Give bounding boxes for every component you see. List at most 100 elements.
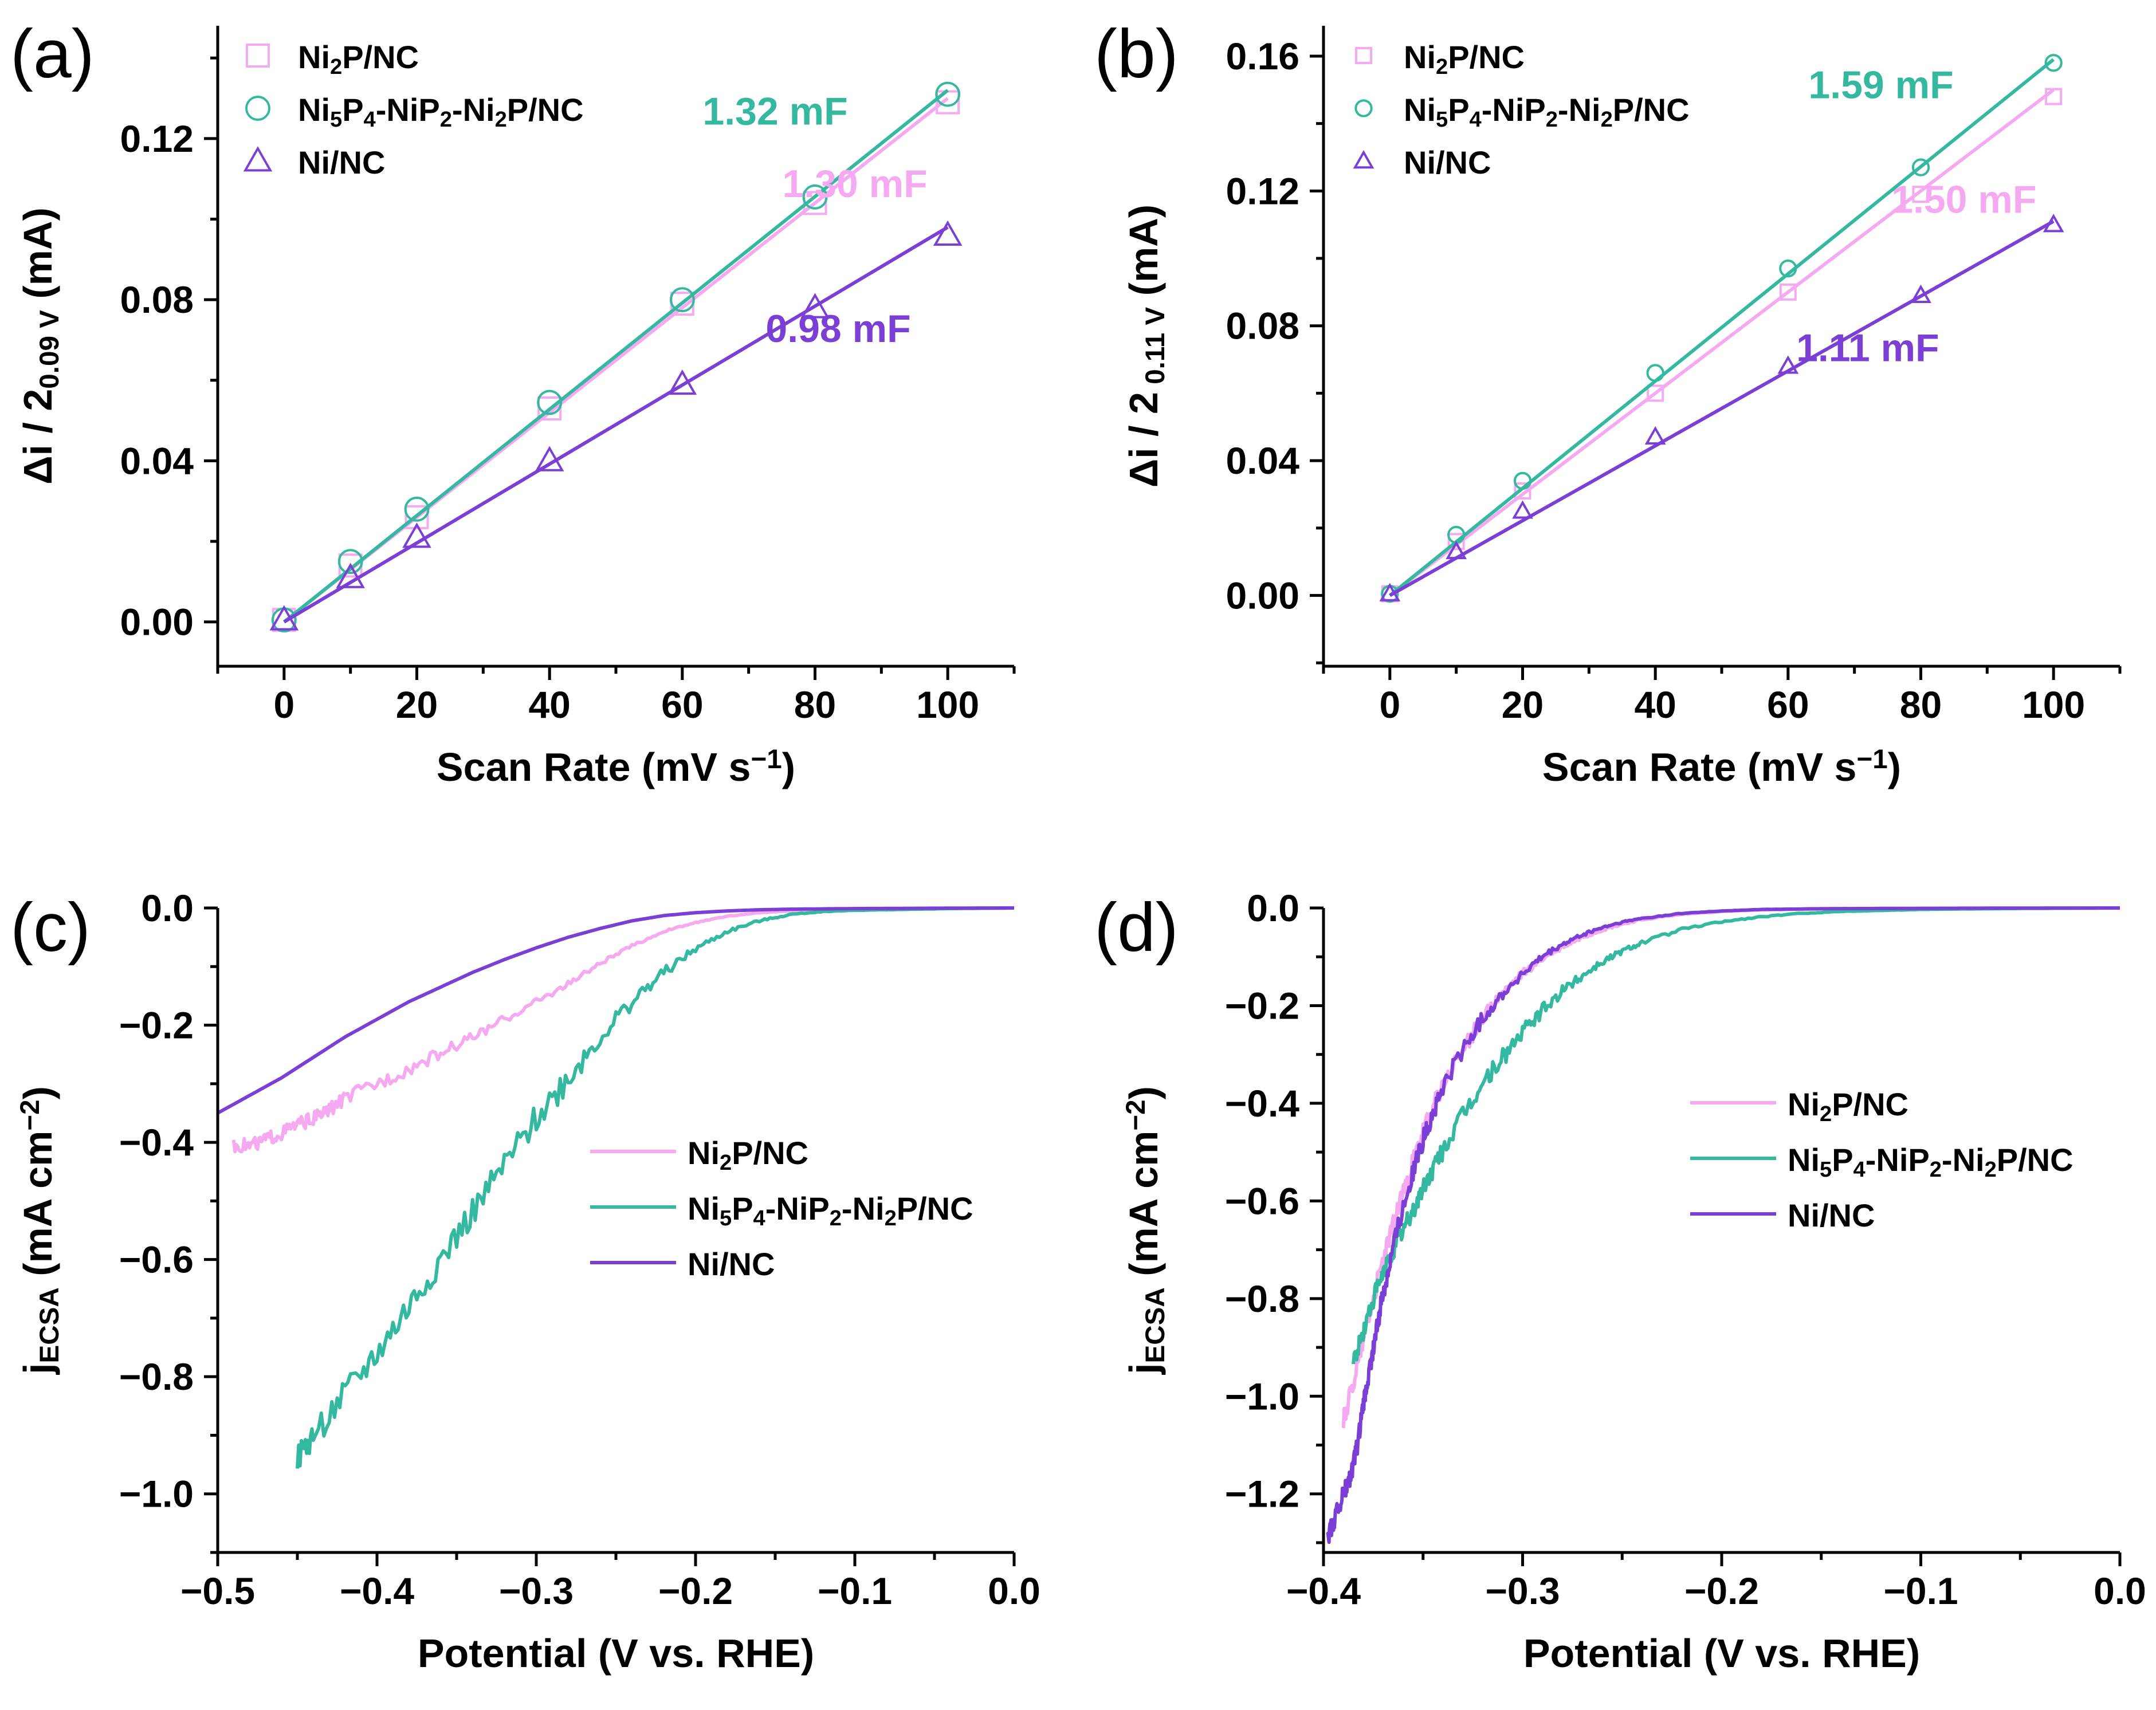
panel-c-curve-2 [217, 906, 1014, 1115]
panel-b-legend-swatch-1 [1354, 99, 1373, 117]
panel-d-y-tick-label: −0.6 [1225, 1180, 1299, 1222]
panel-b-legend-label-0: Ni2P/NC [1404, 39, 1525, 79]
panel-c-chart: −0.5 −0.4 −0.3 −0.2 −0.1 0.0 0.0 −0.2 −0.4 −0.6 −0… [10, 887, 1040, 1676]
panel-b-legend-swatch-0 [1355, 47, 1372, 64]
panel-c-y-tick-label: −0.4 [119, 1121, 194, 1163]
panel-a-x-tick-label: 40 [528, 683, 570, 726]
panel-a-x-tick-label: 60 [661, 683, 703, 726]
panel-a-point-1-5 [802, 184, 828, 210]
panel-a-point-1-3 [537, 390, 563, 415]
panel-b-point-0-5 [1912, 186, 1930, 203]
panel-b-point-1-6 [2044, 54, 2063, 72]
panel-c-x-tick-label: −0.2 [658, 1570, 733, 1612]
panel-b-point-0-2 [1514, 482, 1531, 500]
panel-c-x-tick-label: −0.5 [180, 1570, 255, 1612]
panel-d-x-tick-label: −0.2 [1684, 1570, 1759, 1612]
panel-b-point-0-3 [1647, 384, 1664, 402]
panel-d-y-tick-label: −1.0 [1225, 1375, 1299, 1417]
panel-a-legend-label-1: Ni5P4-NiP2-Ni2P/NC [298, 92, 584, 132]
panel-c-y-tick-label: −0.8 [119, 1355, 194, 1398]
panel-a-series-2 [269, 220, 963, 631]
panel-b-x-tick-label: 0 [1379, 683, 1400, 726]
panel-d-label: (d) [1094, 889, 1179, 966]
panel-b-fit-line-0 [1389, 88, 2055, 597]
panel-d-legend-label-1: Ni5P4-NiP2-Ni2P/NC [1788, 1142, 2073, 1182]
panel-a-y-tick-label: 0.00 [120, 601, 194, 643]
panel-d-y-tick-label: −0.8 [1225, 1277, 1299, 1320]
panel-a-point-2-4 [667, 369, 697, 395]
panel-b-point-2-0 [1379, 583, 1401, 602]
panel-c-y-tick-label: −1.0 [119, 1473, 194, 1515]
panel-b-series-2 [1379, 214, 2064, 602]
panel-a-chart: 0 20 40 60 80 100 0.00 0.04 0.08 0.12 (a) Scan Rate… [10, 15, 1016, 789]
panel-b-fit-line-2 [1389, 219, 2055, 597]
panel-b-y-axis-label: Δi / 2 0.11 V (mA) [1121, 205, 1171, 488]
panel-a-y-axis-label: Δi / 20.09 V (mA) [15, 207, 65, 485]
panel-a-x-tick-label: 0 [273, 683, 294, 726]
panel-b-x-axis-label: Scan Rate (mV s−1) [1542, 744, 1901, 789]
panel-b-point-2-3 [1644, 426, 1666, 445]
panel-b-point-2-5 [1910, 284, 1931, 303]
panel-b-point-0-4 [1779, 283, 1797, 301]
panel-b-x-tick-label: 20 [1502, 683, 1544, 726]
panel-c-x-tick-label: −0.4 [340, 1570, 415, 1612]
panel-c-x-axis-label: Potential (V vs. RHE) [418, 1631, 814, 1676]
panel-c-legend-label-1: Ni5P4-NiP2-Ni2P/NC [688, 1190, 973, 1231]
panel-c-legend: Ni2P/NC Ni5P4-NiP2-Ni2P/NC Ni/NC [590, 1135, 973, 1282]
panel-d-y-tick-label: −0.2 [1225, 984, 1299, 1027]
panel-b-point-1-3 [1646, 364, 1664, 382]
panel-a-point-2-2 [402, 522, 431, 548]
panel-c-x-tick-label: −0.3 [499, 1570, 574, 1612]
panel-a-annotation-1: 1.30 mF [782, 162, 927, 206]
panel-c-y-tick-label: 0.0 [141, 887, 194, 929]
panel-c-y-tick-label: −0.2 [119, 1004, 194, 1047]
panel-a-series-1 [271, 81, 961, 633]
panel-d-series-2 [1326, 906, 2120, 1544]
panel-a-annotation-2: 0.98 mF [765, 307, 910, 351]
panel-b-point-1-4 [1779, 260, 1797, 278]
panel-b-legend-label-1: Ni5P4-NiP2-Ni2P/NC [1404, 92, 1690, 132]
panel-b-legend-swatch-2 [1353, 150, 1375, 169]
panel-a-legend-label-2: Ni/NC [298, 144, 385, 180]
panel-d-x-tick-label: −0.3 [1485, 1570, 1560, 1612]
panel-c-label: (c) [10, 889, 91, 966]
panel-d-legend-label-2: Ni/NC [1788, 1197, 1875, 1233]
panel-d-y-tick-label: 0.0 [1247, 887, 1299, 929]
panel-a-legend: Ni2P/NC Ni5P4-NiP2-Ni2P/NC Ni/NC [243, 39, 584, 180]
panel-b-x-tick-label: 100 [2022, 683, 2085, 726]
panel-d-legend-label-0: Ni2P/NC [1788, 1086, 1908, 1126]
panel-a-point-0-2 [405, 505, 429, 529]
panel-d-chart: −0.4 −0.3 −0.2 −0.1 0.0 0.0 −0.2 −0.4 −0.6 −0.8 −1… [1094, 887, 2146, 1676]
panel-b-point-2-1 [1446, 540, 1467, 560]
panel-a-point-1-6 [935, 81, 961, 107]
panel-a-point-2-3 [535, 446, 564, 471]
panel-b-point-2-6 [2043, 214, 2064, 233]
panel-a-y-tick-label: 0.04 [120, 439, 194, 482]
panel-b-annotation-1: 1.50 mF [1891, 178, 2036, 222]
panel-d-x-tick-label: −0.4 [1286, 1570, 1361, 1612]
panel-b-point-1-2 [1513, 471, 1532, 490]
panel-b-x-tick-label: 80 [1900, 683, 1942, 726]
panel-b-x-tick-label: 40 [1634, 683, 1676, 726]
panel-c-legend-label-0: Ni2P/NC [688, 1135, 808, 1175]
panel-b-y-tick-label: 0.16 [1226, 35, 1299, 77]
panel-b-annotation-0: 1.59 mF [1808, 64, 1953, 107]
panel-a-y-tick-label: 0.12 [120, 117, 194, 160]
panel-a-x-tick-label: 80 [794, 683, 836, 726]
panel-d-y-tick-label: −1.2 [1225, 1473, 1299, 1515]
panel-b-point-2-2 [1512, 500, 1533, 519]
panel-a-legend-label-0: Ni2P/NC [298, 39, 419, 79]
panel-b-legend-label-2: Ni/NC [1404, 144, 1491, 180]
panel-b-point-2-4 [1777, 355, 1799, 374]
panel-a-legend-swatch-0 [246, 44, 270, 68]
panel-d-x-axis-label: Potential (V vs. RHE) [1523, 1631, 1920, 1676]
panel-a-point-2-1 [336, 563, 365, 588]
panel-b-label: (b) [1094, 15, 1179, 92]
panel-a-fit-line-1 [282, 89, 949, 623]
panel-a-legend-swatch-1 [245, 96, 270, 121]
panel-a-x-tick-label: 100 [916, 683, 979, 726]
panel-d-curve-1 [1352, 906, 2120, 1365]
panel-d-x-tick-label: 0.0 [2094, 1570, 2146, 1612]
panel-a-point-1-2 [404, 496, 430, 522]
